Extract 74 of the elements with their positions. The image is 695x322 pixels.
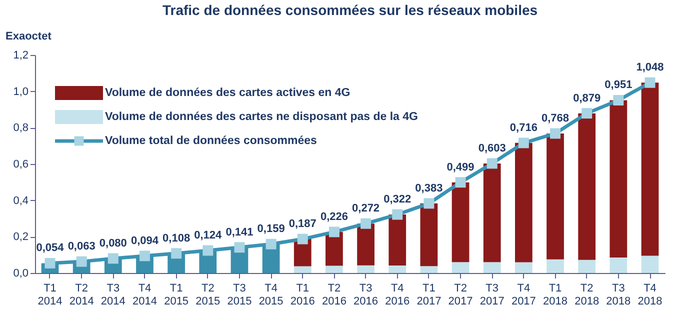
bar: [515, 142, 532, 262]
data-label: 0,080: [99, 237, 127, 250]
x-tick-label: T2 2015: [196, 282, 220, 308]
data-label: 0,383: [415, 182, 443, 194]
data-label: 0,603: [478, 142, 506, 154]
data-label: 1,048: [636, 62, 664, 74]
bar: [420, 203, 438, 266]
data-label: 0,141: [226, 226, 254, 238]
legend-label: Volume de données des cartes actives en 4G: [105, 87, 350, 99]
x-tick-label: T3 2018: [606, 282, 631, 308]
data-label: 0,768: [542, 112, 570, 124]
y-tick-label: 1,2: [13, 50, 28, 62]
data-label: 0,124: [194, 229, 223, 242]
bar: [483, 262, 501, 273]
bar: [326, 266, 343, 273]
y-axis-title: Exaoctet: [6, 30, 52, 42]
y-tick-label: 0,6: [13, 158, 28, 170]
x-tick-label: T3 2016: [354, 282, 378, 308]
x-tick-label: T1 2016: [290, 282, 315, 308]
y-tick-label: 0,0: [13, 268, 28, 280]
data-label: 0,108: [162, 232, 190, 244]
data-label: 0,951: [604, 79, 632, 92]
y-tick-label: 1,0: [13, 86, 28, 98]
x-tick-label: T3 2017: [480, 282, 504, 308]
x-tick-label: T3 2014: [100, 282, 126, 308]
bar: [452, 182, 470, 262]
legend-label: Volume de données des cartes ne disposant pas de la 4G: [105, 111, 418, 123]
x-tick-label: T1 2015: [164, 282, 189, 308]
x-tick-label: T2 2017: [448, 282, 473, 308]
bar: [578, 113, 596, 260]
data-label: 0,716: [510, 122, 538, 134]
x-tick-label: T2 2018: [574, 282, 600, 308]
bar: [357, 265, 374, 273]
data-label: 0,322: [384, 194, 412, 206]
bar: [483, 163, 501, 262]
bar: [388, 214, 406, 266]
chart-title: Trafic de données consommées sur les réseaux mobiles: [162, 2, 538, 18]
x-tick-label: T2 2016: [322, 282, 346, 308]
bar: [641, 256, 659, 273]
data-label: 0,226: [320, 210, 348, 223]
x-tick-label: T4 2018: [638, 282, 662, 308]
x-tick-label: T3 2015: [227, 282, 252, 308]
bar: [610, 100, 628, 258]
bar: [388, 266, 406, 273]
data-label: 0,879: [573, 92, 601, 104]
x-tick-label: T1 2018: [543, 282, 568, 308]
x-tick-label: T4 2014: [132, 282, 157, 308]
x-tick-label: T4 2017: [511, 282, 536, 308]
bar: [294, 266, 312, 273]
bar: [578, 260, 596, 273]
bar: [420, 266, 438, 273]
legend-label: Volume total de données consommées: [105, 135, 317, 147]
bar: [546, 133, 564, 260]
data-label: 0,054: [36, 242, 65, 254]
x-tick-label: T1 2017: [416, 282, 442, 308]
bar: [641, 82, 659, 256]
y-tick-label: 0,8: [13, 122, 28, 134]
data-label: 0,159: [257, 223, 285, 236]
x-tick-label: T1 2014: [38, 282, 62, 308]
data-label: 0,499: [446, 161, 474, 174]
y-tick-label: 0,4: [13, 194, 28, 207]
bar: [610, 258, 628, 273]
data-label: 0,272: [352, 202, 380, 215]
data-label: 0,187: [288, 218, 316, 230]
x-tick-label: T4 2015: [258, 282, 284, 308]
x-tick-label: T2 2014: [69, 282, 94, 308]
x-tick-label: T4 2016: [385, 282, 410, 308]
bar: [515, 262, 532, 273]
data-label: 0,094: [130, 234, 160, 247]
data-label: 0,063: [68, 240, 96, 253]
bar: [357, 224, 374, 266]
bar: [452, 262, 470, 273]
bar: [546, 259, 564, 273]
y-tick-label: 0,2: [13, 231, 28, 244]
